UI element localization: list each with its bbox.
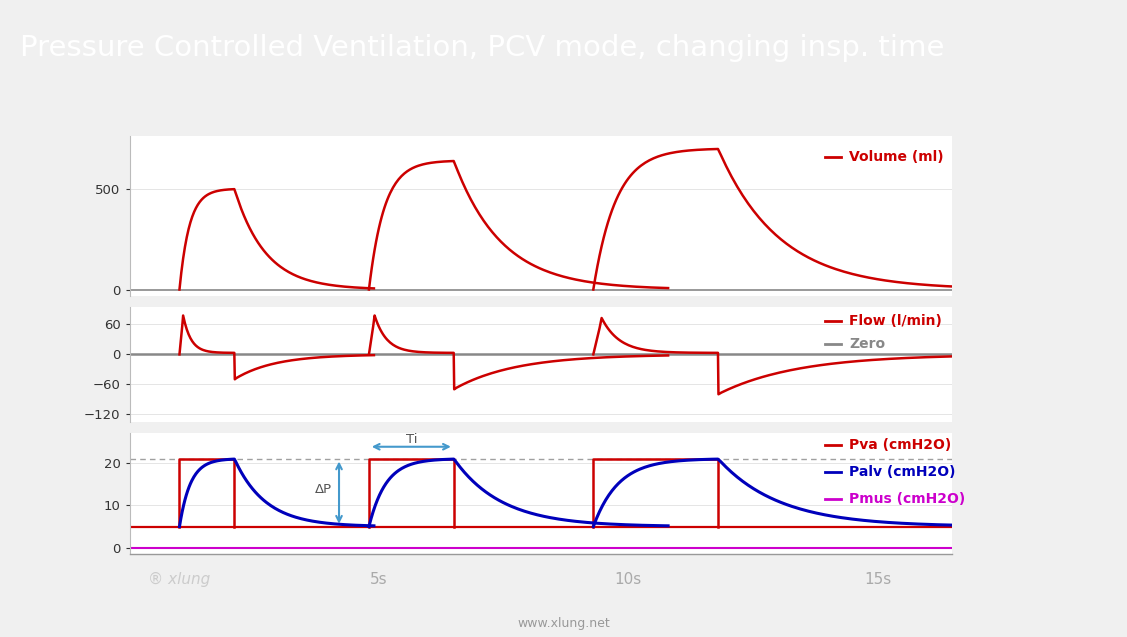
Text: 10s: 10s [614,572,642,587]
Text: www.xlung.net: www.xlung.net [517,617,610,631]
Text: Ti: Ti [406,433,417,447]
Text: ® xlung: ® xlung [149,572,211,587]
Text: Palv (cmH2O): Palv (cmH2O) [850,465,956,479]
Text: 5s: 5s [370,572,388,587]
Text: Pmus (cmH2O): Pmus (cmH2O) [850,492,966,506]
Text: ΔP: ΔP [314,483,331,496]
Text: Flow (l/min): Flow (l/min) [850,314,942,328]
Text: Zero: Zero [850,337,886,351]
Text: Pva (cmH2O): Pva (cmH2O) [850,438,951,452]
Text: Volume (ml): Volume (ml) [850,150,944,164]
Text: 15s: 15s [864,572,891,587]
Text: Pressure Controlled Ventilation, PCV mode, changing insp. time: Pressure Controlled Ventilation, PCV mod… [20,34,944,62]
